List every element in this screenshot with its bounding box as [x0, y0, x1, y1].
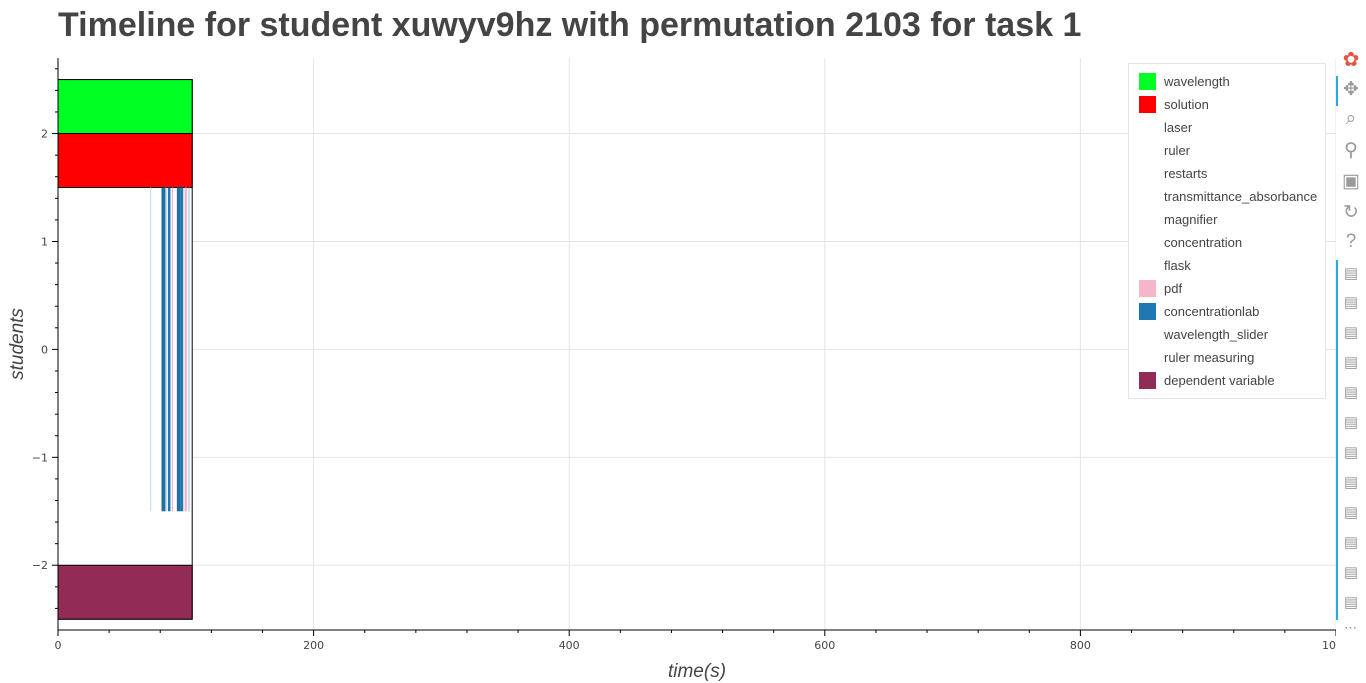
bars — [57, 79, 193, 620]
save-tool-icon[interactable]: ▣ — [1342, 170, 1360, 192]
legend-item-magnifier[interactable]: magnifier — [1139, 208, 1217, 231]
legend-label: laser — [1164, 120, 1193, 135]
pan-active-indicator — [1336, 76, 1338, 106]
bar-concentrationlab[interactable] — [165, 187, 167, 512]
hover-tool-icon[interactable]: ▤ — [1343, 594, 1359, 611]
legend-item-concentration[interactable]: concentration — [1139, 231, 1242, 254]
bar-concentrationlab[interactable] — [150, 187, 152, 512]
hover-tool-icon[interactable]: ▤ — [1343, 324, 1359, 341]
bar-concentrationlab[interactable] — [161, 187, 166, 512]
x-tick-label: 200 — [303, 639, 324, 652]
legend-swatch — [1139, 188, 1156, 205]
pan-tool-icon[interactable]: ✥ — [1343, 78, 1359, 100]
legend-swatch — [1139, 73, 1156, 90]
legend-swatch — [1139, 142, 1156, 159]
legend-swatch — [1139, 349, 1156, 366]
hover-tool-icon[interactable]: ▤ — [1343, 354, 1359, 371]
legend-label: concentrationlab — [1164, 304, 1260, 319]
legend-swatch — [1139, 326, 1156, 343]
legend-item-restarts[interactable]: restarts — [1139, 162, 1207, 185]
legend-swatch — [1139, 119, 1156, 136]
timeline-chart[interactable]: 0 200 400 600 800 1000 −2 −1 0 1 2 time(s) student… — [0, 0, 1336, 683]
hover-tool-icon[interactable]: ▤ — [1343, 265, 1359, 282]
legend-item-laser[interactable]: laser — [1139, 116, 1192, 139]
x-tick-label: 800 — [1070, 639, 1091, 652]
y-tick-label: 0 — [41, 343, 48, 356]
legend-label: ruler — [1164, 143, 1191, 158]
hover-tool-icon[interactable]: ▤ — [1343, 294, 1359, 311]
legend-item-dependent-variable[interactable]: dependent variable — [1139, 369, 1275, 392]
bar-pdf[interactable] — [184, 187, 188, 512]
hover-tool-icon[interactable]: ▤ — [1343, 474, 1359, 491]
y-axis-label: students — [7, 308, 28, 380]
more-tools-icon[interactable]: ⋯ — [1344, 620, 1357, 635]
legend-swatch — [1139, 280, 1156, 297]
box-zoom-tool-icon[interactable]: ⌕ — [1345, 108, 1357, 129]
x-tick-label: 0 — [55, 639, 62, 652]
legend-label: restarts — [1164, 166, 1208, 181]
axes: 0 200 400 600 800 1000 −2 −1 0 1 2 — [32, 58, 1336, 652]
y-tick-label: 1 — [41, 235, 48, 248]
x-tick-label: 400 — [559, 639, 580, 652]
bokeh-logo-icon[interactable]: ✿ — [1342, 48, 1360, 71]
bar-dependent-variable[interactable] — [57, 564, 193, 620]
legend-item-wavelength_slider[interactable]: wavelength_slider — [1139, 323, 1268, 346]
legend-label: pdf — [1164, 281, 1183, 296]
y-tick-label: −2 — [32, 559, 48, 572]
bar-concentrationlab[interactable] — [188, 187, 190, 512]
bar-concentrationlab[interactable] — [176, 187, 181, 512]
legend-label: dependent variable — [1164, 373, 1275, 388]
legend-label: solution — [1164, 97, 1209, 112]
hover-active-indicator — [1336, 260, 1338, 620]
legend-swatch — [1139, 303, 1156, 320]
y-tick-label: −1 — [32, 451, 48, 464]
chart-title: Timeline for student xuwyv9hz with permu… — [58, 6, 1082, 44]
legend-swatch — [1139, 165, 1156, 182]
hover-tool-icon[interactable]: ▤ — [1343, 504, 1359, 521]
legend-label: magnifier — [1164, 212, 1218, 227]
hover-tool-icon[interactable]: ▤ — [1343, 414, 1359, 431]
bar-concentrationlab[interactable] — [167, 187, 171, 512]
legend-swatch — [1139, 96, 1156, 113]
help-tool-icon[interactable]: ? — [1345, 231, 1357, 252]
legend-swatch — [1139, 211, 1156, 228]
legend-item-ruler-measuring[interactable]: ruler measuring — [1139, 346, 1254, 369]
bar-solution[interactable] — [57, 133, 193, 189]
x-tick-label: 1000 — [1322, 639, 1336, 652]
legend-item-concentrationlab[interactable]: concentrationlab — [1139, 300, 1259, 323]
hover-tool-icon[interactable]: ▤ — [1343, 384, 1359, 401]
legend-label: transmittance_absorbance — [1164, 189, 1318, 204]
reset-tool-icon[interactable]: ↻ — [1343, 201, 1359, 223]
y-tick-label: 2 — [41, 128, 48, 141]
x-axis-label: time(s) — [668, 661, 726, 682]
legend-item-transmittance_absorbance[interactable]: transmittance_absorbance — [1139, 185, 1317, 208]
bar-concentrationlab[interactable] — [180, 187, 184, 512]
legend-item-wavelength[interactable]: wavelength — [1139, 70, 1230, 93]
legend-swatch — [1139, 234, 1156, 251]
hover-tool-icon[interactable]: ▤ — [1343, 534, 1359, 551]
grid — [58, 58, 1336, 630]
legend-label: concentration — [1164, 235, 1243, 250]
bar-wavelength[interactable] — [57, 79, 193, 135]
legend-item-pdf[interactable]: pdf — [1139, 277, 1182, 300]
legend-swatch — [1139, 372, 1156, 389]
legend-label: wavelength_slider — [1164, 327, 1269, 342]
legend-item-ruler[interactable]: ruler — [1139, 139, 1190, 162]
bar-pdf[interactable] — [171, 187, 174, 512]
legend-label: wavelength — [1164, 74, 1230, 89]
legend-label: flask — [1164, 258, 1191, 273]
hover-tool-icon[interactable]: ▤ — [1343, 564, 1359, 581]
legend-item-flask[interactable]: flask — [1139, 254, 1191, 277]
legend-label: ruler measuring — [1164, 350, 1255, 365]
legend[interactable]: wavelength solution laser ruler restarts tran… — [1128, 63, 1326, 399]
legend-swatch — [1139, 257, 1156, 274]
x-tick-label: 600 — [814, 639, 835, 652]
toolbar: ⋯ ✿ ✥ ⌕ ⚲ ▣ ↻? ▤ ▤ ▤ ▤ ▤ ▤ ▤ ▤ ▤ ▤ ▤ ▤ — [1336, 40, 1366, 683]
hover-tool-icon[interactable]: ▤ — [1343, 444, 1359, 461]
legend-item-solution[interactable]: solution — [1139, 93, 1209, 116]
wheel-zoom-tool-icon[interactable]: ⚲ — [1344, 139, 1358, 161]
